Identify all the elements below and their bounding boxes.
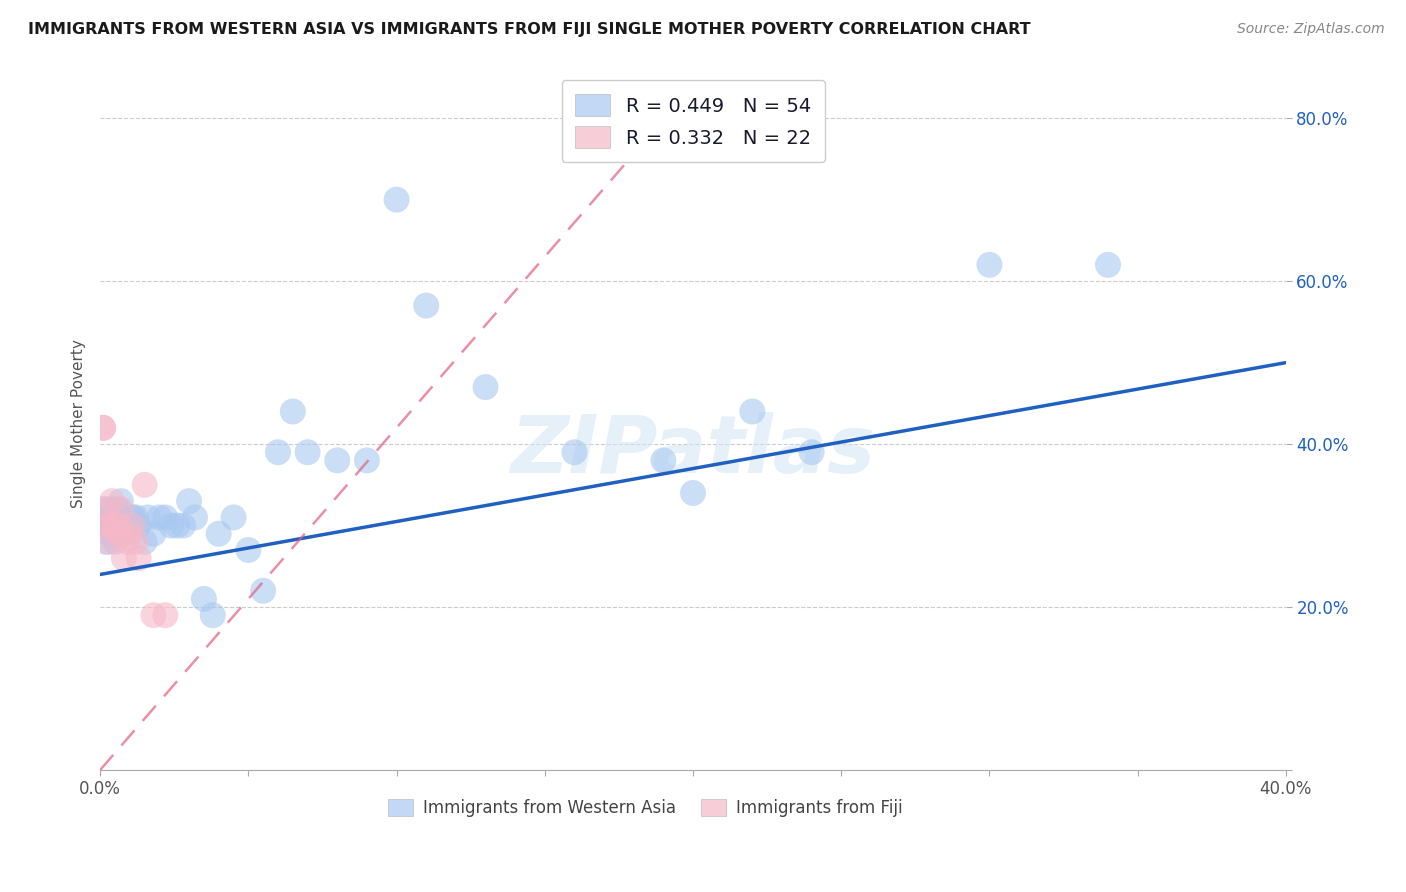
Point (128, 518, 150, 533)
Point (115, 518, 138, 533)
Point (112, 518, 135, 533)
Point (94, 502, 117, 516)
Point (564, 445, 586, 459)
Point (184, 510, 207, 524)
Point (208, 526, 231, 541)
Point (107, 518, 129, 533)
Point (148, 510, 170, 524)
Point (98, 518, 121, 533)
Point (98, 526, 121, 541)
Point (104, 518, 127, 533)
Point (297, 445, 319, 459)
Point (356, 453, 378, 467)
Point (101, 494, 124, 508)
Point (112, 526, 135, 541)
Point (385, 193, 408, 207)
Point (142, 526, 165, 541)
Point (252, 583, 274, 598)
Point (110, 526, 132, 541)
Point (101, 518, 124, 533)
Point (107, 526, 129, 541)
Point (107, 518, 129, 533)
Point (166, 518, 188, 533)
Point (160, 518, 183, 533)
Text: Source: ZipAtlas.com: Source: ZipAtlas.com (1237, 22, 1385, 37)
Point (98, 518, 121, 533)
Point (136, 510, 159, 524)
Point (267, 445, 290, 459)
Point (101, 518, 124, 533)
Point (800, 445, 823, 459)
Point (104, 534, 127, 549)
Point (115, 534, 138, 549)
Point (98, 534, 121, 549)
Point (121, 518, 143, 533)
Point (121, 510, 143, 524)
Point (104, 510, 127, 524)
Point (682, 486, 704, 500)
Point (741, 404, 763, 418)
Point (222, 510, 245, 524)
Point (134, 478, 156, 492)
Point (94, 518, 117, 533)
Point (134, 534, 156, 549)
Point (142, 608, 165, 623)
Point (91, 421, 114, 435)
Point (474, 380, 496, 394)
Point (91, 518, 114, 533)
Point (155, 510, 177, 524)
Legend: Immigrants from Western Asia, Immigrants from Fiji: Immigrants from Western Asia, Immigrants… (381, 792, 910, 824)
Point (91, 502, 114, 516)
Point (98, 510, 121, 524)
Point (91, 421, 114, 435)
Text: ZIPatlas: ZIPatlas (510, 412, 876, 491)
Text: IMMIGRANTS FROM WESTERN ASIA VS IMMIGRANTS FROM FIJI SINGLE MOTHER POVERTY CORRE: IMMIGRANTS FROM WESTERN ASIA VS IMMIGRAN… (28, 22, 1031, 37)
Point (110, 518, 132, 533)
Point (1097, 258, 1119, 272)
Point (652, 453, 675, 467)
Point (979, 258, 1001, 272)
Point (415, 299, 437, 313)
Y-axis label: Single Mother Poverty: Single Mother Poverty (72, 339, 86, 508)
Point (125, 534, 148, 549)
Point (201, 608, 224, 623)
Point (125, 510, 148, 524)
Point (238, 543, 260, 558)
Point (155, 608, 177, 623)
Point (110, 502, 132, 516)
Point (94, 510, 117, 524)
Point (94, 534, 117, 549)
Point (326, 453, 349, 467)
Point (281, 404, 304, 418)
Point (118, 526, 141, 541)
Point (110, 494, 132, 508)
Point (177, 494, 200, 508)
Point (112, 551, 135, 566)
Point (193, 591, 215, 606)
Point (101, 502, 124, 516)
Point (104, 518, 127, 533)
Point (172, 518, 194, 533)
Point (128, 551, 150, 566)
Point (107, 502, 129, 516)
Point (118, 510, 141, 524)
